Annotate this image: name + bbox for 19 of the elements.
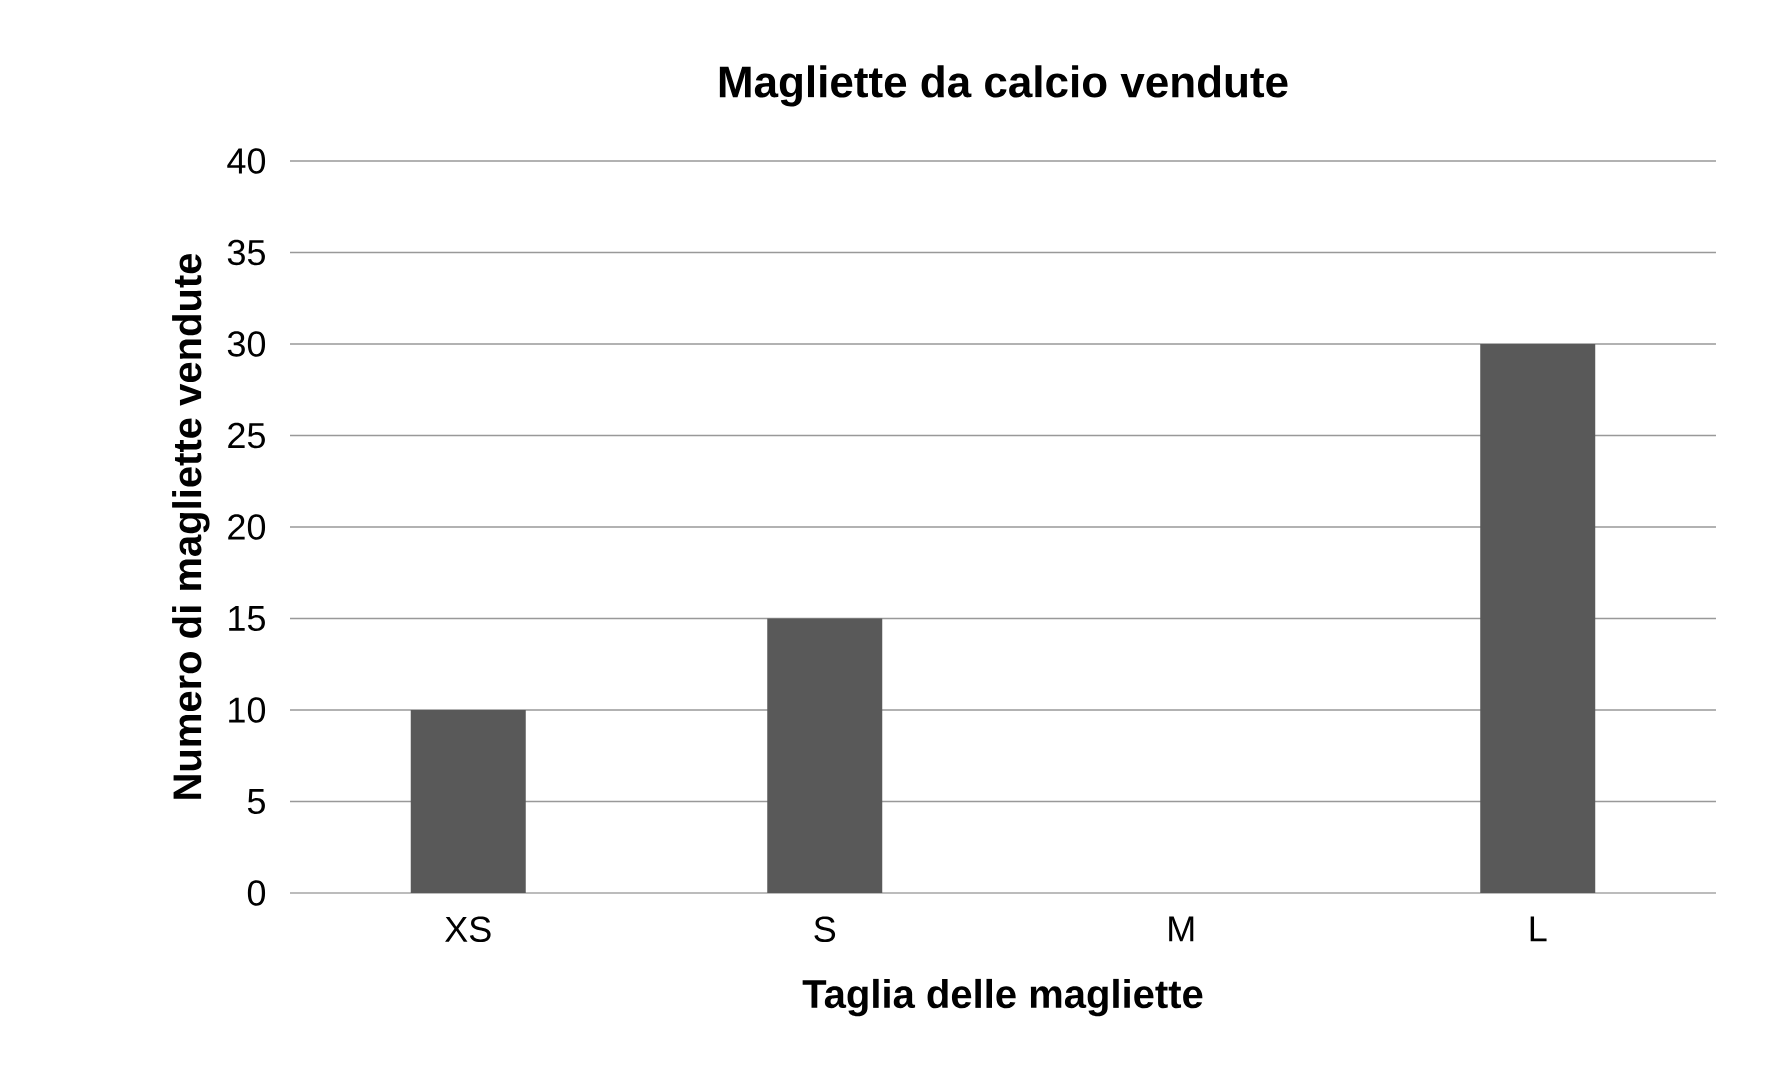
chart-title: Magliette da calcio vendute: [719, 65, 1288, 107]
x-tick-label: S: [814, 916, 836, 943]
x-axis-title: Taglia delle magliette: [802, 978, 1203, 1017]
x-tick-label: XS: [445, 916, 491, 943]
y-tick-label: 20: [228, 514, 266, 540]
y-tick-label: 25: [228, 422, 265, 449]
y-tick-label: 40: [227, 148, 266, 174]
y-tick-label: 35: [227, 239, 265, 266]
x-tick-label: M: [1169, 916, 1194, 942]
y-tick-label: 30: [227, 331, 266, 357]
y-tick-label: 15: [229, 605, 265, 632]
x-tick-label: L: [1530, 916, 1547, 942]
bar: [1480, 344, 1596, 893]
y-axis-title: Numero di magliette vendute: [172, 253, 210, 799]
y-tick-label: 5: [247, 788, 265, 815]
bar: [767, 618, 883, 893]
bar: [410, 710, 526, 893]
y-tick-label: 0: [247, 880, 266, 906]
y-tick-label: 10: [229, 697, 266, 723]
